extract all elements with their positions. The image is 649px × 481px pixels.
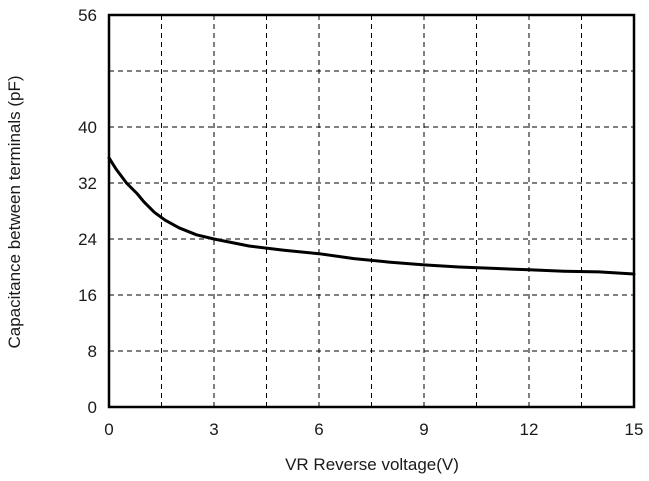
x-tick-label: 9 [419, 420, 428, 439]
y-tick-label: 8 [88, 342, 97, 361]
x-tick-label: 12 [520, 420, 539, 439]
series-line [107, 156, 636, 276]
series-layer [107, 156, 636, 276]
x-tick-label: 6 [314, 420, 323, 439]
y-axis-title: Capacitance between terminals (pF) [5, 75, 24, 348]
y-tick-label: 0 [88, 398, 97, 417]
y-tick-label: 40 [78, 118, 97, 137]
grid-layer [109, 15, 634, 407]
x-tick-label: 3 [209, 420, 218, 439]
x-axis-title: VR Reverse voltage(V) [285, 455, 459, 474]
plot-frame [107, 13, 636, 409]
y-tick-label: 56 [78, 6, 97, 25]
tick-labels: 0 3 6 9 12 15 0 8 16 24 32 40 56 [78, 6, 643, 439]
y-tick-label: 32 [78, 174, 97, 193]
y-tick-label: 24 [78, 230, 97, 249]
x-tick-label: 0 [104, 420, 113, 439]
y-tick-label: 16 [78, 286, 97, 305]
frame-layer [107, 13, 636, 409]
x-tick-label: 15 [625, 420, 644, 439]
